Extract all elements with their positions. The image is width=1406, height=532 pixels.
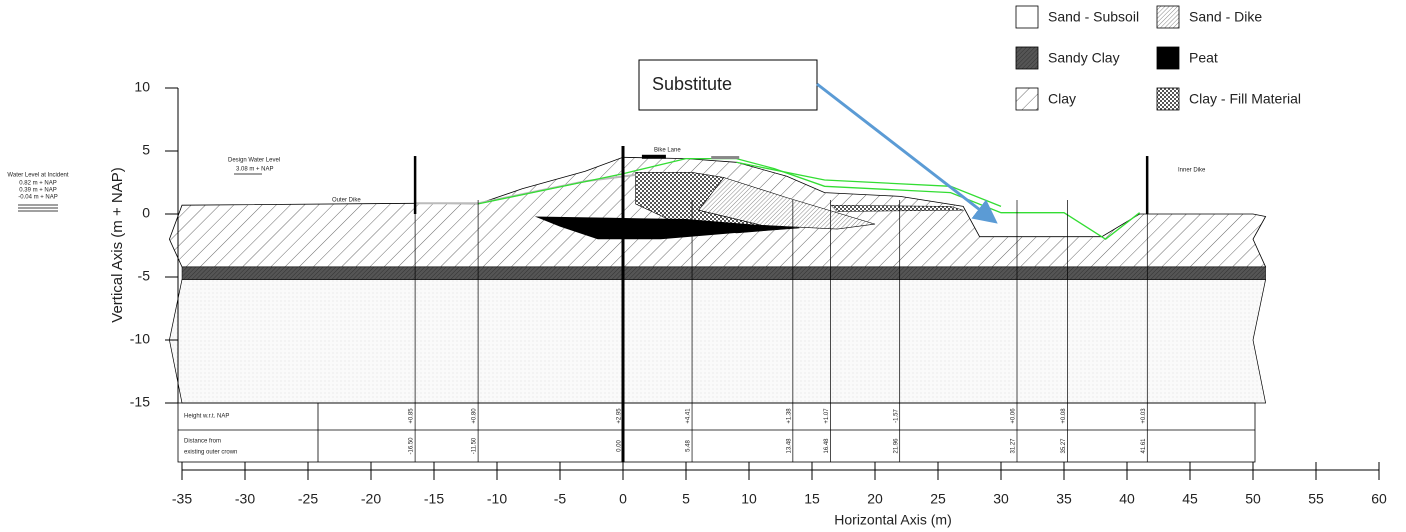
bike-lane-2: [711, 156, 739, 159]
x-tick-label: -15: [424, 491, 444, 507]
table-label: Distance from: [184, 439, 221, 445]
legend-label: Clay - Fill Material: [1189, 91, 1301, 107]
water-level: 0.82 m + NAP: [19, 181, 57, 187]
station-distance: 31.27: [1011, 438, 1017, 454]
station-distance: 41.61: [1141, 438, 1147, 454]
x-tick-label: 35: [1056, 491, 1072, 507]
legend-label: Clay: [1048, 91, 1076, 107]
legend-swatch: [1157, 88, 1179, 110]
station-distance: -16.50: [409, 437, 415, 455]
station-distance: 21.96: [893, 438, 899, 454]
station-height: -1.57: [893, 409, 899, 423]
x-tick-label: 25: [930, 491, 946, 507]
callout-text: Substitute: [652, 74, 732, 94]
design-water-level: Design Water Level: [228, 158, 280, 164]
legend-label: Sand - Dike: [1189, 9, 1262, 25]
x-tick-label: -10: [487, 491, 507, 507]
station-distance: -11.50: [472, 437, 478, 454]
station-height: +0.06: [1011, 408, 1017, 424]
bike-lane: [642, 155, 666, 159]
station-height: +1.07: [824, 408, 830, 424]
x-tick-label: -35: [172, 491, 192, 507]
legend-swatch: [1157, 47, 1179, 69]
y-tick-label: -15: [130, 394, 150, 410]
y-tick-label: -5: [138, 268, 151, 284]
y-tick-label: -10: [130, 331, 150, 347]
x-tick-label: 10: [741, 491, 757, 507]
x-tick-label: -30: [235, 491, 255, 507]
design-water-level-value: 3.08 m + NAP: [236, 167, 274, 173]
sand-dike-top: [831, 205, 963, 211]
x-tick-label: 20: [867, 491, 883, 507]
x-tick-label: 50: [1245, 491, 1261, 507]
station-height: +0.03: [1141, 408, 1147, 424]
soil-layers: [169, 155, 1265, 403]
y-tick-label: 5: [142, 142, 150, 158]
station-height: +0.85: [409, 408, 415, 424]
y-axis-title: Vertical Axis (m + NAP): [109, 167, 126, 322]
x-tick-label: 45: [1182, 491, 1198, 507]
x-tick-label: 40: [1119, 491, 1135, 507]
inner-dike-label: Inner Dike: [1178, 168, 1206, 174]
table-label: existing outer crown: [184, 450, 237, 456]
station-distance: 13.48: [786, 438, 792, 454]
x-tick-label: 0: [619, 491, 627, 507]
y-tick-label: 0: [142, 205, 150, 221]
bike-lane-label: Bike Lane: [654, 148, 681, 154]
station-distance: 0.00: [617, 440, 623, 452]
x-tick-label: -20: [361, 491, 381, 507]
water-level-title: Water Level at Incident: [7, 173, 68, 179]
x-tick-label: -25: [298, 491, 318, 507]
legend-label: Sandy Clay: [1048, 50, 1120, 66]
dike-cross-section: Height w.r.t. NAP Distance from existing o…: [0, 0, 1406, 532]
x-tick-label: 60: [1371, 491, 1387, 507]
station-distance: 35.27: [1061, 438, 1067, 454]
legend-swatch: [1016, 47, 1038, 69]
x-axis-title: Horizontal Axis (m): [834, 512, 951, 528]
x-tick-label: 15: [804, 491, 820, 507]
sandy-clay: [182, 267, 1266, 280]
station-distance: 5.48: [686, 440, 692, 452]
outer-dike-label: Outer Dike: [332, 198, 361, 204]
station-distance: 16.48: [824, 438, 830, 454]
water-level: 0.39 m + NAP: [19, 188, 57, 194]
sand-subsoil: [169, 280, 1265, 404]
x-tick-label: 55: [1308, 491, 1324, 507]
y-tick-label: 10: [134, 79, 150, 95]
station-height: +4.41: [686, 408, 692, 424]
legend-swatch: [1157, 6, 1179, 28]
table-label: Height w.r.t. NAP: [184, 414, 229, 420]
legend-swatch: [1016, 6, 1038, 28]
station-height: +0.08: [1061, 408, 1067, 424]
station-height: +0.80: [472, 408, 478, 424]
table: [178, 403, 1255, 462]
water-level: -0.04 m + NAP: [18, 195, 58, 201]
x-tick-label: -5: [554, 491, 567, 507]
x-tick-label: 30: [993, 491, 1009, 507]
legend-label: Sand - Subsoil: [1048, 9, 1139, 25]
legend-label: Peat: [1189, 50, 1218, 66]
legend-swatch: [1016, 88, 1038, 110]
station-height: +1.38: [786, 408, 792, 424]
station-height: +2.95: [617, 408, 623, 424]
x-tick-label: 5: [682, 491, 690, 507]
